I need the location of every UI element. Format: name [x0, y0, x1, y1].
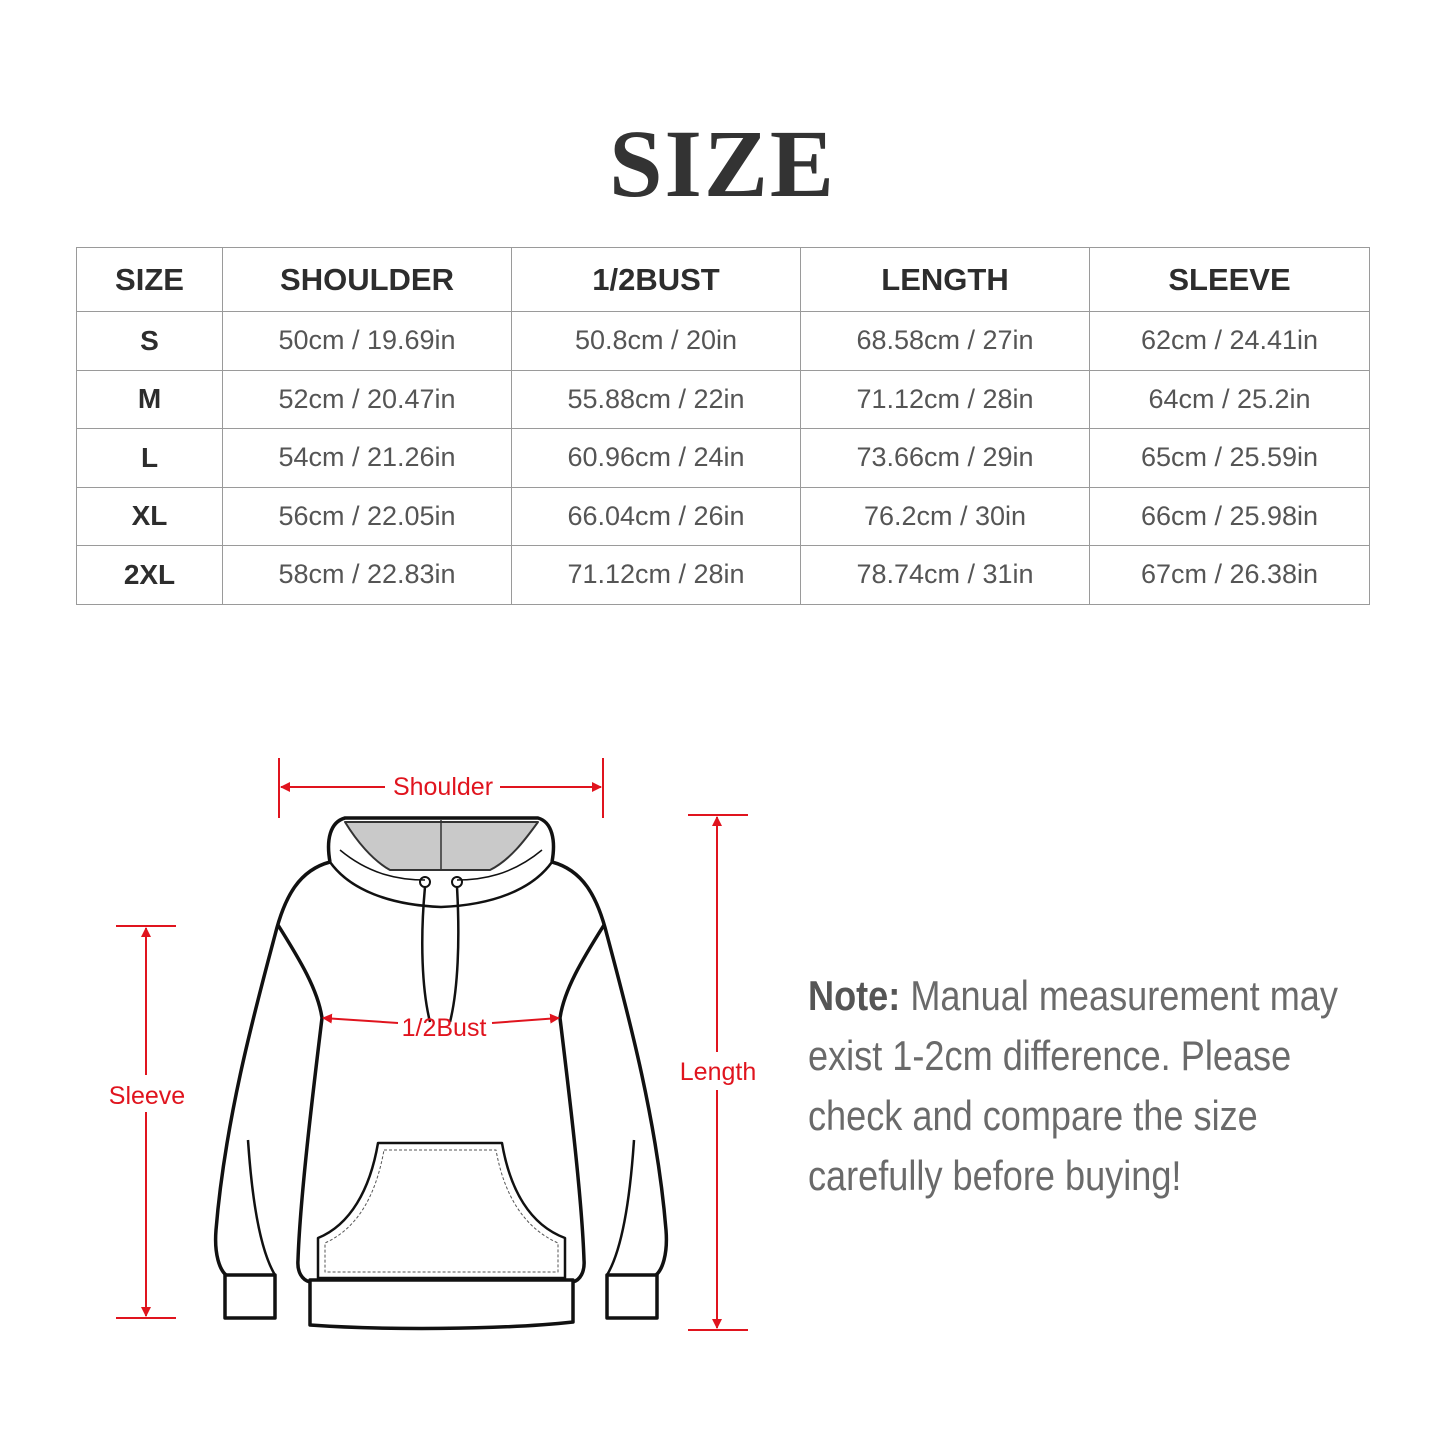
cell-sleeve: 65cm / 25.59in: [1089, 428, 1370, 488]
shoulder-label: Shoulder: [393, 773, 493, 801]
cell-sleeve: 67cm / 26.38in: [1089, 545, 1370, 605]
length-label: Length: [680, 1058, 756, 1086]
header-bust: 1/2BUST: [511, 247, 801, 312]
cell-sleeve: 64cm / 25.2in: [1089, 369, 1370, 429]
header-length: LENGTH: [800, 247, 1090, 312]
cell-bust: 66.04cm / 26in: [511, 486, 801, 546]
cell-bust: 60.96cm / 24in: [511, 428, 801, 488]
size-table: SIZE SHOULDER 1/2BUST LENGTH SLEEVE S 50…: [76, 247, 1370, 605]
sleeve-measure: [116, 925, 176, 1319]
cell-shoulder: 50cm / 19.69in: [222, 311, 512, 371]
bust-measure: [322, 1013, 560, 1024]
cell-sleeve: 62cm / 24.41in: [1089, 311, 1370, 371]
table-header-row: SIZE SHOULDER 1/2BUST LENGTH SLEEVE: [76, 247, 1370, 312]
note-line: carefully before buying!: [808, 1152, 1182, 1199]
cell-size: M: [76, 369, 223, 429]
cell-shoulder: 56cm / 22.05in: [222, 486, 512, 546]
header-shoulder: SHOULDER: [222, 247, 512, 312]
header-sleeve: SLEEVE: [1089, 247, 1370, 312]
shoulder-measure: [278, 758, 604, 818]
cell-length: 71.12cm / 28in: [800, 369, 1090, 429]
header-size: SIZE: [76, 247, 223, 312]
cell-sleeve: 66cm / 25.98in: [1089, 486, 1370, 546]
note-line: exist 1-2cm difference. Please: [808, 1032, 1292, 1079]
cell-size: 2XL: [76, 545, 223, 605]
sleeve-label: Sleeve: [109, 1082, 185, 1110]
cell-size: L: [76, 428, 223, 488]
length-measure: [688, 814, 748, 1331]
note-line: check and compare the size: [808, 1092, 1258, 1139]
table-row: L 54cm / 21.26in 60.96cm / 24in 73.66cm …: [76, 428, 1370, 488]
cell-length: 78.74cm / 31in: [800, 545, 1090, 605]
cell-bust: 50.8cm / 20in: [511, 311, 801, 371]
note-label: Note:: [808, 972, 901, 1019]
table-row: S 50cm / 19.69in 50.8cm / 20in 68.58cm /…: [76, 311, 1370, 371]
cell-shoulder: 52cm / 20.47in: [222, 369, 512, 429]
page-title: SIZE: [609, 110, 836, 217]
table-row: XL 56cm / 22.05in 66.04cm / 26in 76.2cm …: [76, 486, 1370, 546]
cell-size: XL: [76, 486, 223, 546]
table-row: M 52cm / 20.47in 55.88cm / 22in 71.12cm …: [76, 369, 1370, 429]
cell-shoulder: 54cm / 21.26in: [222, 428, 512, 488]
table-row: 2XL 58cm / 22.83in 71.12cm / 28in 78.74c…: [76, 545, 1370, 605]
bust-label: 1/2Bust: [402, 1014, 487, 1042]
cell-shoulder: 58cm / 22.83in: [222, 545, 512, 605]
measurement-note: Note: Manual measurement may exist 1-2cm…: [808, 966, 1358, 1206]
cell-bust: 55.88cm / 22in: [511, 369, 801, 429]
cell-size: S: [76, 311, 223, 371]
cell-length: 76.2cm / 30in: [800, 486, 1090, 546]
note-line: Manual measurement may: [910, 972, 1338, 1019]
hoodie-illustration: [213, 816, 669, 1331]
